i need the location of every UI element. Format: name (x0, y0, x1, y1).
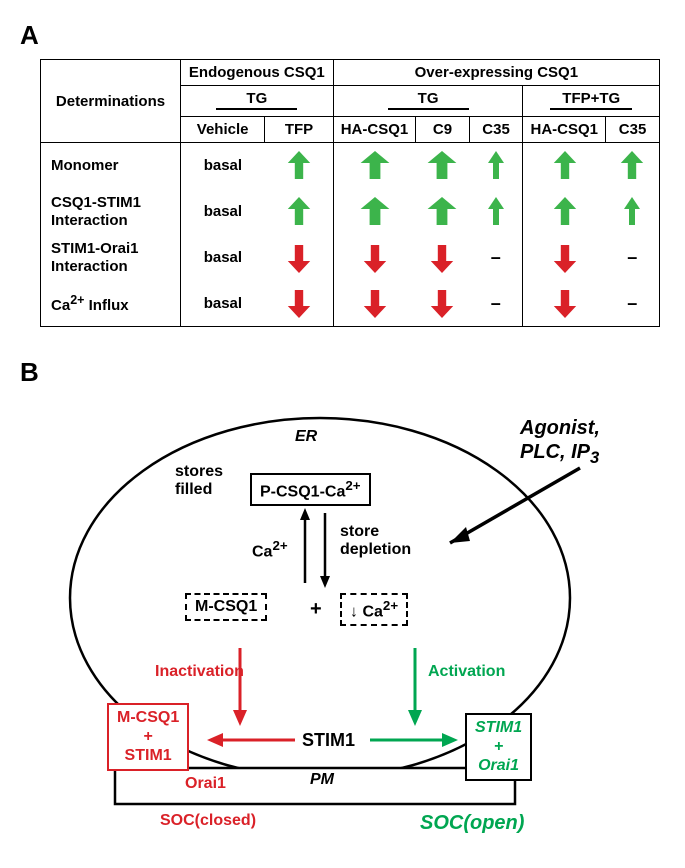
orai1-label: Orai1 (185, 775, 226, 793)
store-depletion-label: storedepletion (340, 523, 411, 558)
table-cell (265, 189, 333, 235)
table-cell (416, 189, 469, 235)
agonist-label: Agonist,PLC, IP3 (520, 416, 600, 468)
row-label: Monomer (41, 143, 181, 189)
table-cell: – (606, 235, 660, 281)
row-label: STIM1-Orai1Interaction (41, 235, 181, 281)
table-cell (606, 143, 660, 189)
stim1-label: STIM1 (302, 730, 355, 751)
table-cell (523, 281, 606, 327)
hdr-c35-a: C35 (469, 117, 523, 143)
hdr-tg2: TG (333, 86, 523, 117)
table-cell (333, 189, 416, 235)
hdr-c9: C9 (416, 117, 469, 143)
panel-a-label: A (20, 20, 665, 51)
hdr-determinations: Determinations (41, 60, 181, 143)
table-cell (523, 235, 606, 281)
row-label: CSQ1-STIM1Interaction (41, 189, 181, 235)
hdr-vehicle: Vehicle (181, 117, 265, 143)
activation-label: Activation (428, 663, 505, 681)
hdr-c35-b: C35 (606, 117, 660, 143)
hdr-overexpressing: Over-expressing CSQ1 (333, 60, 659, 86)
hdr-hacsq1-b: HA-CSQ1 (523, 117, 606, 143)
pcsq-box: P-CSQ1-Ca2+ (250, 473, 371, 506)
hdr-endogenous: Endogenous CSQ1 (181, 60, 334, 86)
table-cell (469, 143, 523, 189)
table-cell (333, 143, 416, 189)
table-cell: basal (181, 235, 265, 281)
soc-closed-label: SOC(closed) (160, 812, 256, 830)
pm-label: PM (310, 771, 334, 789)
table-cell (416, 235, 469, 281)
table-cell (469, 189, 523, 235)
down-ca-box: ↓ Ca2+ (340, 593, 408, 626)
table-cell: basal (181, 189, 265, 235)
hdr-tfptg: TFP+TG (523, 86, 660, 117)
table-cell: basal (181, 143, 265, 189)
stim-orai-box: STIM1+Orai1 (465, 713, 532, 781)
hdr-tfp: TFP (265, 117, 333, 143)
summary-table: Determinations Endogenous CSQ1 Over-expr… (40, 59, 660, 327)
table-cell: basal (181, 281, 265, 327)
table-cell: – (469, 281, 523, 327)
table-cell (265, 281, 333, 327)
ca2-label: Ca2+ (252, 538, 288, 561)
plus-label: + (310, 598, 322, 621)
hdr-hacsq1-a: HA-CSQ1 (333, 117, 416, 143)
table-cell (333, 235, 416, 281)
stores-filled-label: storesfilled (175, 463, 223, 498)
panel-b-diagram: ER Agonist,PLC, IP3 storesfilled P-CSQ1-… (20, 408, 660, 848)
mcsq-box: M-CSQ1 (185, 593, 267, 621)
mcsq-stim-box: M-CSQ1+STIM1 (107, 703, 189, 771)
inactivation-label: Inactivation (155, 663, 244, 681)
table-cell (523, 189, 606, 235)
table-cell (416, 281, 469, 327)
table-cell: – (469, 235, 523, 281)
panel-b-label: B (20, 357, 665, 388)
table-cell (265, 143, 333, 189)
table-cell (606, 189, 660, 235)
soc-open-label: SOC(open) (420, 812, 524, 835)
table-cell (265, 235, 333, 281)
table-cell (416, 143, 469, 189)
row-label: Ca2+ Influx (41, 281, 181, 327)
hdr-tg1: TG (181, 86, 334, 117)
table-cell: – (606, 281, 660, 327)
table-cell (523, 143, 606, 189)
er-label: ER (295, 428, 317, 446)
table-cell (333, 281, 416, 327)
